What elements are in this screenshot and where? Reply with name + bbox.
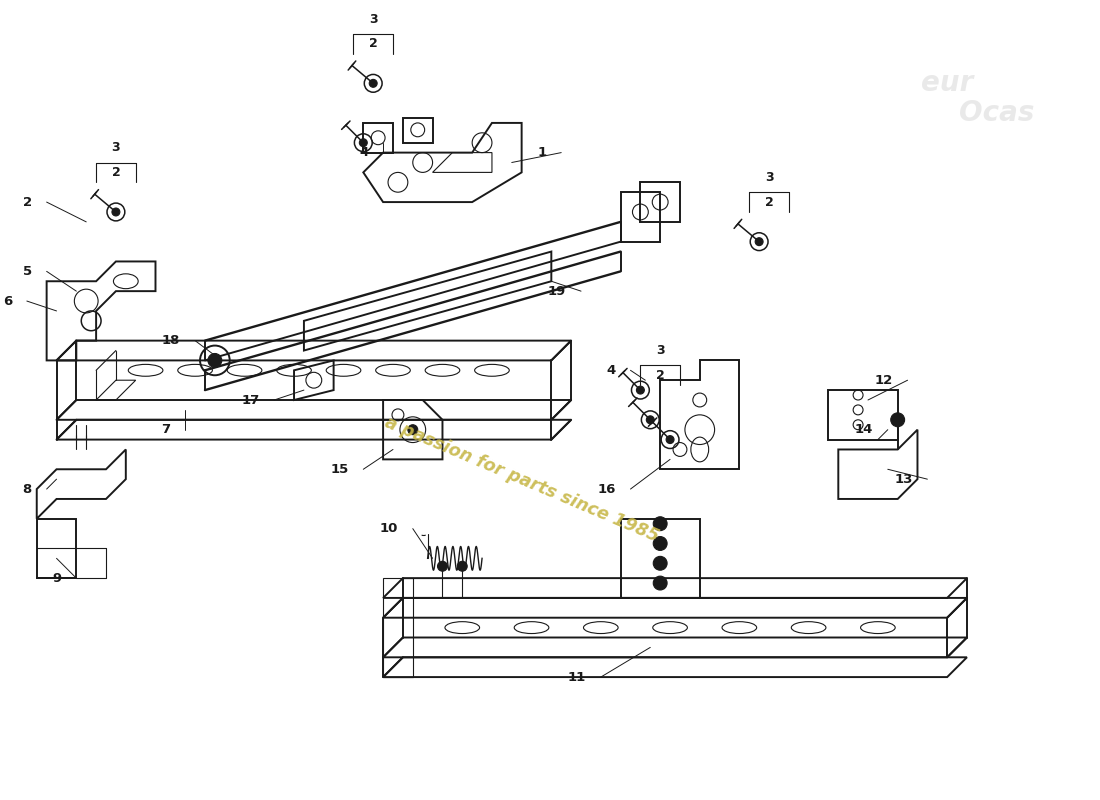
Text: 14: 14: [855, 423, 873, 436]
Text: 3: 3: [368, 13, 377, 26]
Text: 2: 2: [111, 166, 120, 179]
Text: 3: 3: [111, 141, 120, 154]
Text: 10: 10: [379, 522, 398, 535]
Text: 16: 16: [597, 482, 616, 495]
Text: 11: 11: [568, 670, 586, 683]
Text: eur: eur: [921, 70, 974, 98]
Text: 2: 2: [23, 195, 32, 209]
Text: 17: 17: [241, 394, 260, 406]
Circle shape: [208, 354, 222, 367]
Text: 1: 1: [537, 146, 547, 159]
Text: 19: 19: [548, 285, 566, 298]
Text: Ocas: Ocas: [959, 99, 1034, 127]
Text: 6: 6: [3, 294, 12, 307]
Circle shape: [408, 425, 418, 434]
Text: 5: 5: [23, 265, 32, 278]
Text: 8: 8: [22, 482, 32, 495]
Circle shape: [637, 386, 645, 394]
Circle shape: [112, 208, 120, 216]
Circle shape: [653, 576, 667, 590]
Circle shape: [458, 562, 468, 571]
Text: 7: 7: [162, 423, 170, 436]
Circle shape: [360, 138, 367, 146]
Circle shape: [438, 562, 448, 571]
Text: 18: 18: [162, 334, 180, 347]
Circle shape: [667, 436, 674, 443]
Text: 4: 4: [359, 146, 369, 159]
Circle shape: [653, 537, 667, 550]
Circle shape: [653, 556, 667, 570]
Circle shape: [370, 79, 377, 87]
Text: 2: 2: [764, 195, 773, 209]
Text: 2: 2: [368, 38, 377, 50]
Text: 15: 15: [330, 462, 349, 476]
Circle shape: [756, 238, 763, 246]
Text: 13: 13: [894, 473, 913, 486]
Text: 3: 3: [764, 171, 773, 184]
Text: a passion for parts since 1985: a passion for parts since 1985: [382, 413, 661, 546]
Text: 4: 4: [606, 364, 616, 377]
Circle shape: [891, 413, 904, 426]
Text: 3: 3: [656, 344, 664, 357]
Text: 12: 12: [874, 374, 893, 386]
Circle shape: [653, 517, 667, 530]
Text: 9: 9: [53, 572, 62, 585]
Circle shape: [647, 416, 654, 424]
Text: 2: 2: [656, 369, 664, 382]
